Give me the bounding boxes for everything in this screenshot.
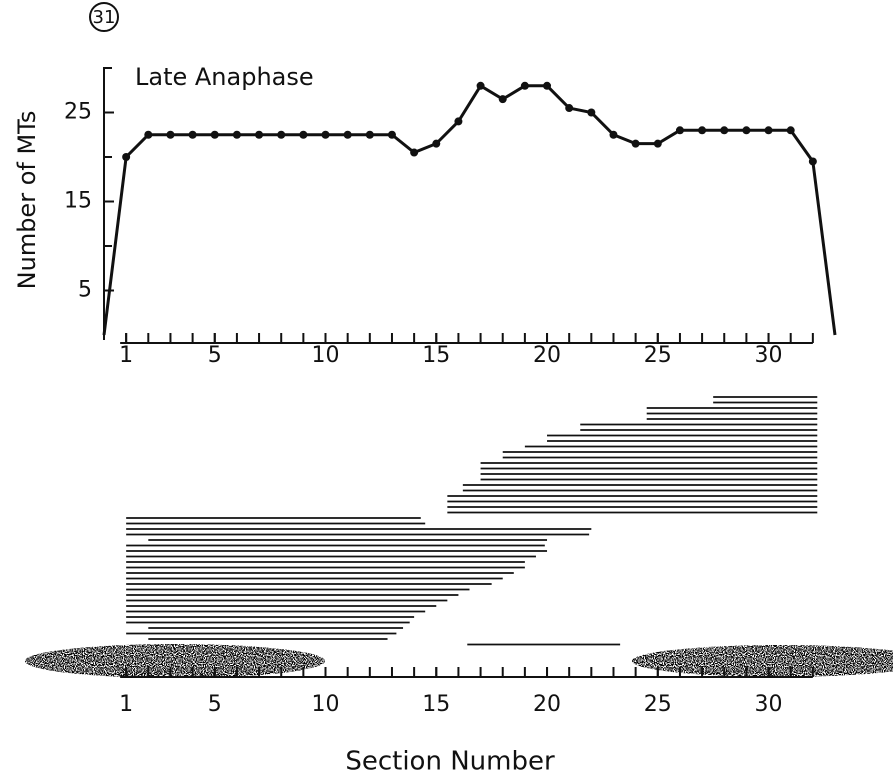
x-tick-label: 5 [208, 343, 222, 368]
data-point [387, 130, 396, 139]
data-point [122, 153, 131, 161]
chromosome-right [632, 645, 893, 677]
data-point [410, 148, 419, 157]
x-tick-label: 20 [533, 692, 561, 717]
x-tick-label: 5 [208, 692, 222, 717]
y-tick-label: 15 [64, 189, 92, 214]
data-point [188, 130, 197, 139]
data-point [255, 130, 264, 139]
data-point [543, 81, 552, 90]
data-line [102, 83, 837, 336]
data-point [454, 117, 463, 126]
y-tick-label: 5 [78, 278, 92, 303]
data-point [675, 126, 684, 135]
data-point [144, 130, 153, 139]
x-tick-label: 30 [755, 692, 783, 717]
data-point [587, 108, 596, 117]
data-point [476, 81, 485, 90]
x-tick-label: 20 [533, 343, 561, 368]
x-tick-label: 10 [312, 692, 340, 717]
data-point [565, 104, 574, 113]
data-point [786, 126, 795, 135]
chromosome-left [25, 644, 325, 678]
data-point [498, 95, 507, 104]
data-point [166, 130, 175, 139]
data-point [232, 130, 241, 139]
data-point [520, 81, 529, 90]
data-point [343, 130, 352, 139]
y-axis-label: Number of MTs [13, 111, 41, 290]
x-tick-label: 1 [119, 343, 133, 368]
x-tick-label: 25 [644, 692, 672, 717]
x-axis-label: Section Number [345, 747, 555, 777]
data-point [808, 157, 817, 166]
data-point [631, 139, 640, 148]
figure-number-circle [89, 2, 119, 32]
x-tick-label: 10 [312, 343, 340, 368]
x-tick-label: 25 [644, 343, 672, 368]
data-point [742, 126, 751, 135]
data-point [609, 130, 618, 139]
data-point [210, 130, 219, 139]
x-tick-label: 15 [422, 343, 450, 368]
data-point [764, 126, 773, 135]
x-tick-label: 30 [755, 343, 783, 368]
x-tick-label: 1 [119, 692, 133, 717]
figure-number: 31 [93, 7, 116, 28]
data-point [698, 126, 707, 135]
data-point [432, 139, 441, 148]
data-point [720, 126, 729, 135]
chart-title: Late Anaphase [135, 63, 314, 91]
data-point [299, 130, 308, 139]
data-point [653, 139, 662, 148]
data-point [365, 130, 374, 139]
data-point [277, 130, 286, 139]
data-point [321, 130, 330, 139]
x-tick-label: 15 [422, 692, 450, 717]
y-tick-label: 25 [64, 100, 92, 125]
